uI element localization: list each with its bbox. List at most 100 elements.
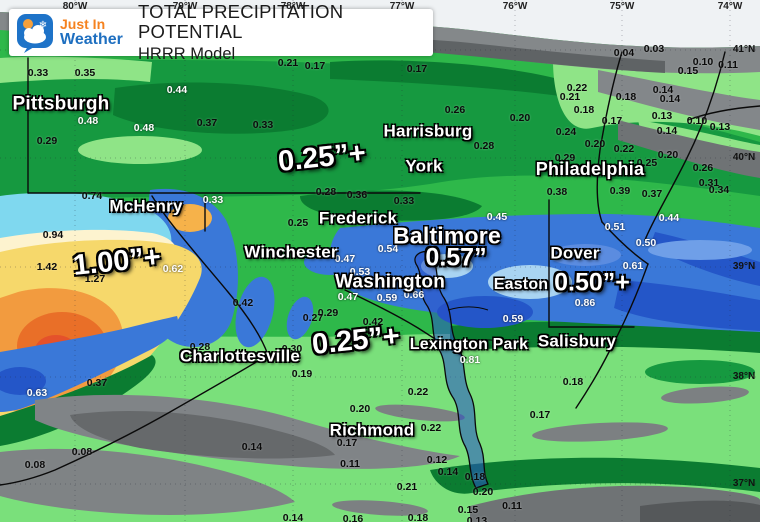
city-label-easton: Easton xyxy=(493,276,549,293)
longitude-label: 80°W xyxy=(62,1,88,12)
precip-value-label: 0.37 xyxy=(86,376,108,389)
precip-value-label: 0.54 xyxy=(377,242,399,255)
precip-value-label: 0.26 xyxy=(692,161,714,174)
precip-value-label: 0.20 xyxy=(509,111,531,124)
precip-value-label: 0.12 xyxy=(426,453,448,466)
logo-text-just-in: Just In xyxy=(60,16,106,32)
precip-value-label: 0.42 xyxy=(362,315,384,328)
latitude-label: 41°N xyxy=(732,44,756,55)
city-label-frederick: Frederick xyxy=(318,208,398,228)
precip-value-label: 0.39 xyxy=(609,184,631,197)
precip-value-label: 0.28 xyxy=(473,139,495,152)
precip-value-label: 0.30 xyxy=(281,342,303,355)
precip-value-label: 1.42 xyxy=(36,260,58,273)
logo-text-weather: Weather xyxy=(60,31,123,48)
precip-value-label: 0.36 xyxy=(346,188,368,201)
city-label-dover: Dover xyxy=(550,243,600,263)
city-label-baltimore: Baltimore xyxy=(393,222,501,249)
precip-value-label: 0.21 xyxy=(277,56,299,69)
longitude-label: 77°W xyxy=(389,1,415,12)
precip-value-label: 0.63 xyxy=(26,386,48,399)
longitude-label: 78°W xyxy=(280,1,306,12)
precip-value-label: 0.44 xyxy=(166,83,188,96)
precip-value-label: 0.59 xyxy=(376,291,398,304)
precip-value-label: 0.34 xyxy=(708,183,730,196)
precip-value-label: 0.25 xyxy=(636,156,658,169)
precip-value-label: 0.21 xyxy=(559,90,581,103)
precip-value-label: 0.47 xyxy=(334,252,356,265)
latitude-label: 38°N xyxy=(732,371,756,382)
city-label-lexington-park: Lexington Park xyxy=(409,336,529,353)
precip-value-label: 0.22 xyxy=(420,421,442,434)
model-subtitle: HRRR Model xyxy=(138,45,236,64)
precip-value-label: 0.22 xyxy=(407,385,429,398)
precip-value-label: 0.33 xyxy=(202,193,224,206)
precip-value-label: 0.33 xyxy=(27,66,49,79)
precip-value-label: 0.22 xyxy=(613,142,635,155)
city-label-charlottesville: Charlottesville xyxy=(179,346,301,366)
precip-value-label: 0.86 xyxy=(574,296,596,309)
precip-value-label: 0.48 xyxy=(77,114,99,127)
precip-value-label: 0.16 xyxy=(342,512,364,522)
precip-value-label: 0.18 xyxy=(615,90,637,103)
city-label-salisbury: Salisbury xyxy=(537,331,617,351)
precip-value-label: 0.26 xyxy=(444,103,466,116)
precip-value-label: 0.21 xyxy=(396,480,418,493)
precip-value-label: 0.62 xyxy=(162,262,184,275)
precip-value-label: 0.28 xyxy=(189,340,211,353)
precip-value-label: 0.66 xyxy=(403,288,425,301)
precip-value-label: 0.45 xyxy=(486,210,508,223)
just-in-weather-logo: ❄ Just In Weather xyxy=(9,13,134,53)
cloud-sun-snowflake-icon: ❄ xyxy=(17,13,53,53)
precip-value-label: 0.17 xyxy=(601,114,623,127)
precip-value-label: 0.08 xyxy=(71,445,93,458)
precip-value-label: 0.18 xyxy=(573,103,595,116)
chesapeake-bay xyxy=(414,250,489,489)
latitude-label: 39°N xyxy=(732,261,756,272)
precip-value-label: 0.14 xyxy=(241,440,263,453)
precip-value-label: 0.14 xyxy=(282,511,304,522)
precip-annotation: 1.00”+ xyxy=(71,240,163,283)
precip-value-label: 0.20 xyxy=(472,485,494,498)
precip-value-label: 0.24 xyxy=(555,125,577,138)
precip-value-label: 0.15 xyxy=(677,64,699,77)
map-title: TOTAL PRECIPITATION POTENTIAL xyxy=(138,0,344,42)
precip-value-label: 0.13 xyxy=(709,120,731,133)
precip-value-label: 0.22 xyxy=(566,81,588,94)
precip-value-label: 0.51 xyxy=(604,220,626,233)
precip-value-label: 0.19 xyxy=(291,367,313,380)
precip-value-label: 0.61 xyxy=(622,259,644,272)
precip-value-label: 0.17 xyxy=(336,436,358,449)
precip-value-label: 0.25 xyxy=(287,216,309,229)
city-label-philadelphia: Philadelphia xyxy=(535,159,645,179)
precip-value-label: 0.29 xyxy=(554,151,576,164)
latitude-label: 37°N xyxy=(732,478,756,489)
precip-value-label: 0.18 xyxy=(562,375,584,388)
precip-value-label: 0.03 xyxy=(643,42,665,55)
precip-value-label: 0.17 xyxy=(304,59,326,72)
city-label-harrisburg: Harrisburg xyxy=(383,121,473,141)
precip-value-label: 0.20 xyxy=(349,402,371,415)
precip-value-label: 0.13 xyxy=(651,109,673,122)
precip-value-label: 0.17 xyxy=(406,62,428,75)
precip-value-label: 0.28 xyxy=(315,185,337,198)
precip-value-label: 0.14 xyxy=(437,465,459,478)
longitude-label: 74°W xyxy=(717,1,743,12)
precip-value-label: 0.10 xyxy=(686,114,708,127)
precip-value-label: 0.10 xyxy=(692,55,714,68)
precip-value-label: 1.27 xyxy=(84,272,106,285)
precip-value-label: 0.47 xyxy=(337,290,359,303)
precip-value-label: 0.53 xyxy=(349,265,371,278)
city-label-york: York xyxy=(405,156,443,176)
precip-value-label: 0.33 xyxy=(393,194,415,207)
city-label-washington: Washington xyxy=(335,271,445,293)
precip-value-label: 0.17 xyxy=(529,408,551,421)
precip-value-label: 0.14 xyxy=(659,92,681,105)
precip-annotation: 0.25”+ xyxy=(276,136,368,179)
precip-value-label: 0.42 xyxy=(232,296,254,309)
city-label-pittsburgh: Pittsburgh xyxy=(12,93,110,115)
precip-value-label: 0.29 xyxy=(36,134,58,147)
precip-value-label: 0.13 xyxy=(466,514,488,522)
precip-value-label: 0.11 xyxy=(718,58,738,71)
precip-value-label: 0.44 xyxy=(658,211,680,224)
